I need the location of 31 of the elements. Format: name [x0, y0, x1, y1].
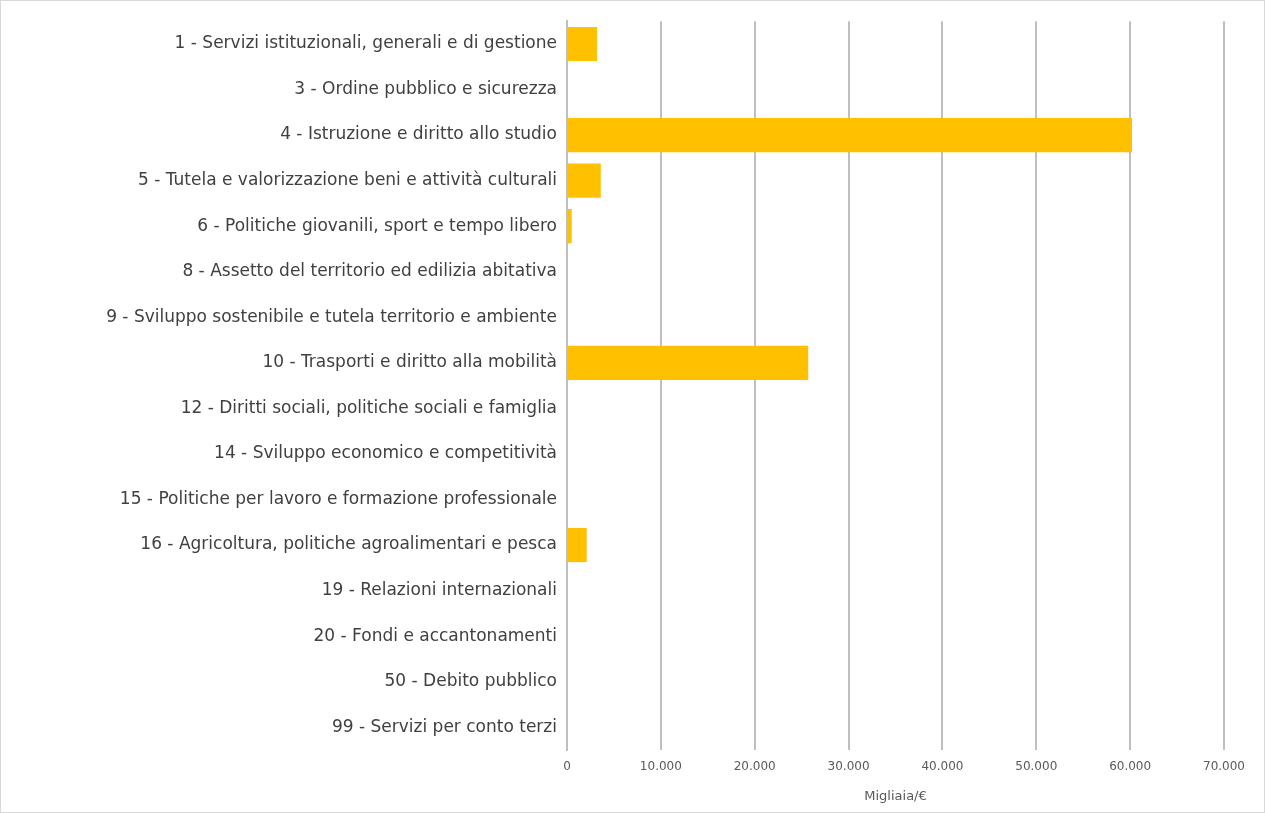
- x-axis-title: Migliaia/€: [864, 787, 927, 803]
- x-tick-label: 50.000: [1015, 759, 1058, 774]
- x-tick-label: 40.000: [921, 759, 964, 774]
- y-tick-label: 20 - Fondi e accantonamenti: [313, 624, 557, 645]
- x-tick-label: 60.000: [1109, 759, 1152, 774]
- y-tick-label: 8 - Assetto del territorio ed edilizia abitativa: [182, 260, 557, 281]
- y-tick-label: 5 - Tutela e valorizzazione beni e attività culturali: [137, 169, 557, 190]
- bar: [568, 117, 1133, 153]
- y-tick-label: 9 - Sviluppo sostenibile e tutela territorio e ambiente: [106, 305, 557, 326]
- y-tick-label: 16 - Agricoltura, politiche agroalimentari e pesca: [140, 533, 557, 554]
- bar: [568, 26, 598, 62]
- y-tick-label: 4 - Istruzione e diritto allo studio: [280, 123, 557, 144]
- x-tick-label: 10.000: [639, 759, 682, 774]
- bar: [568, 163, 601, 198]
- y-tick-label: 3 - Ordine pubblico e sicurezza: [294, 77, 557, 98]
- y-tick-label: 14 - Sviluppo economico e competitività: [214, 442, 557, 463]
- y-tick-label: 10 - Trasporti e diritto alla mobilità: [262, 351, 557, 372]
- y-tick-label: 1 - Servizi istituzionali, generali e di gestione: [174, 32, 557, 53]
- y-tick-label: 19 - Relazioni internazionali: [321, 579, 557, 599]
- x-tick-label: 20.000: [733, 759, 776, 774]
- bar: [568, 345, 809, 380]
- x-tick-label: 30.000: [827, 759, 870, 774]
- y-tick-label: 99 - Servizi per conto terzi: [331, 715, 557, 736]
- y-tick-label: 15 - Politiche per lavoro e formazione professionale: [119, 487, 557, 508]
- y-tick-label: 12 - Diritti sociali, politiche sociali e famiglia: [180, 396, 557, 417]
- y-tick-label: 50 - Debito pubblico: [384, 670, 557, 691]
- y-tick-label: 6 - Politiche giovanili, sport e tempo libero: [197, 214, 557, 235]
- x-tick-label: 70.000: [1203, 759, 1245, 774]
- x-tick-label: 0: [563, 759, 571, 774]
- bar: [568, 209, 572, 244]
- bar: [568, 527, 587, 563]
